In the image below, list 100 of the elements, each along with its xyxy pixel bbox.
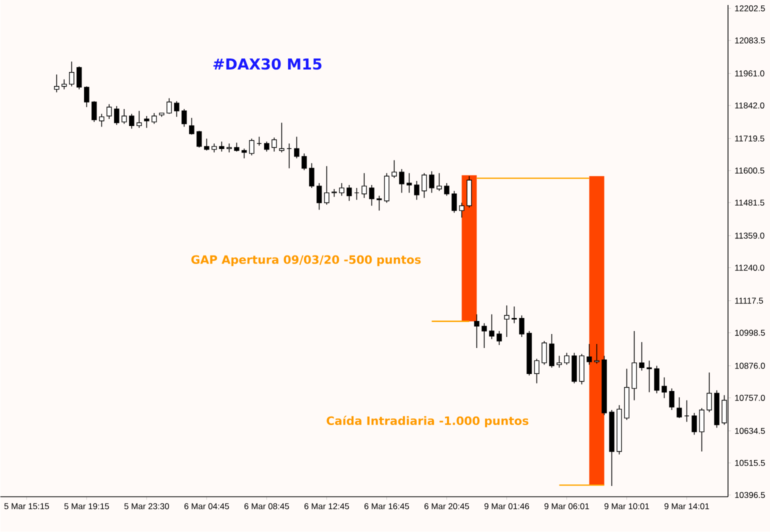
candlestick — [399, 168, 404, 194]
candlestick — [84, 86, 90, 108]
x-tick-label: 9 Mar 10:01 — [604, 503, 649, 510]
x-tick-label: 6 Mar 08:45 — [244, 503, 289, 510]
y-tick-label: 10634.5 — [735, 428, 765, 434]
candlestick — [92, 100, 97, 122]
x-tick-label: 6 Mar 04:45 — [184, 503, 229, 510]
x-tick-label: 6 Mar 12:45 — [304, 503, 350, 510]
x-tick-label: 5 Mar 19:15 — [64, 503, 109, 510]
text: #DAX30 M15 — [213, 58, 322, 70]
candlestick — [519, 315, 524, 338]
y-tick-label: 11719.5 — [735, 136, 764, 142]
candlestick — [676, 397, 682, 419]
candlestick — [76, 66, 82, 90]
candlestick — [339, 182, 344, 196]
candlestick — [414, 180, 420, 200]
candlestick — [692, 412, 697, 436]
y-tick-label: 10876.0 — [735, 362, 765, 369]
candlestick — [594, 344, 600, 364]
candlestick — [69, 61, 74, 87]
candlestick — [429, 170, 434, 194]
candlestick — [489, 314, 494, 340]
y-tick-label: 12083.5 — [735, 38, 765, 44]
candlestick — [496, 330, 502, 346]
candlestick — [196, 130, 202, 148]
candlestick — [564, 352, 570, 366]
candlestick — [706, 372, 712, 413]
candlestick — [279, 122, 284, 153]
candlestick — [669, 388, 674, 411]
candlestick — [542, 340, 547, 366]
candlestick — [549, 334, 554, 368]
annotation: Caída Intradiaria -1.000 puntos — [326, 416, 528, 428]
candlestick — [444, 182, 450, 196]
candlestick — [639, 342, 644, 372]
candlestick — [144, 116, 150, 128]
y-tick-label: 11359.0 — [735, 232, 764, 239]
candlestick — [684, 400, 690, 422]
candlestick — [286, 143, 292, 169]
candlestick — [136, 110, 142, 128]
y-tick-label: 12202.5 — [735, 5, 765, 12]
candlestick — [316, 182, 322, 210]
candlestick — [474, 314, 480, 349]
candlestick — [369, 184, 374, 206]
candlestick — [346, 184, 352, 202]
x-tick-label: 6 Mar 20:45 — [424, 503, 470, 510]
y-tick-label: 11600.5 — [735, 168, 764, 174]
annotation: GAP Apertura 09/03/20 -500 puntos — [191, 255, 421, 266]
candlestick — [62, 79, 67, 90]
candlestick — [482, 322, 487, 349]
y-tick-label: 11961.0 — [735, 70, 764, 77]
y-tick-label: 11117.5 — [735, 298, 764, 304]
candlestick — [586, 344, 592, 366]
candlestick — [99, 114, 104, 128]
y-tick-label: 10757.0 — [735, 394, 765, 401]
candlestick — [556, 356, 562, 368]
y-tick-label: 11240.0 — [735, 264, 764, 271]
candlestick — [436, 172, 442, 192]
candlestick — [376, 196, 382, 212]
candlestick — [182, 108, 187, 128]
candlestick — [204, 138, 210, 152]
candlestick — [294, 136, 300, 159]
candlestick — [512, 306, 517, 324]
candlestick — [699, 408, 704, 452]
candlestick — [646, 360, 652, 393]
candlestick — [324, 166, 330, 206]
candlestick — [166, 98, 172, 114]
candlestick — [504, 305, 510, 338]
candlestick — [354, 188, 360, 200]
candlestick — [309, 162, 314, 188]
candlestick — [114, 106, 120, 126]
candlestick — [264, 141, 270, 152]
candlestick — [272, 137, 277, 152]
y-tick-label: 11481.5 — [735, 200, 764, 206]
candlestick — [219, 141, 224, 152]
x-tick-label: 9 Mar 01:46 — [484, 503, 530, 510]
y-tick-label: 10515.5 — [735, 460, 765, 466]
y-tick-label: 11842.0 — [735, 102, 764, 109]
candlestick — [452, 190, 457, 214]
candlestick — [249, 138, 254, 156]
candlestick — [406, 172, 412, 194]
x-tick-label: 9 Mar 06:01 — [544, 503, 589, 510]
candlestick — [54, 74, 60, 93]
candlestick — [106, 104, 112, 120]
y-tick-label: 10998.5 — [735, 330, 765, 336]
y-tick-label: 10396.5 — [735, 492, 765, 498]
candlestick — [459, 202, 464, 218]
candlestick — [152, 112, 157, 124]
candlestick — [122, 108, 127, 124]
candlestick — [392, 160, 397, 179]
candlestick — [662, 377, 667, 399]
candlestick — [534, 358, 540, 384]
candlestick — [422, 172, 427, 198]
candlestick — [654, 366, 660, 394]
candlestick — [189, 118, 194, 136]
x-tick-label: 9 Mar 14:01 — [664, 503, 710, 510]
candlestick — [129, 114, 134, 130]
candlestick — [362, 172, 367, 198]
candlestick — [242, 148, 247, 159]
x-tick-label: 5 Mar 15:15 — [4, 503, 49, 510]
candlestick — [174, 100, 180, 118]
